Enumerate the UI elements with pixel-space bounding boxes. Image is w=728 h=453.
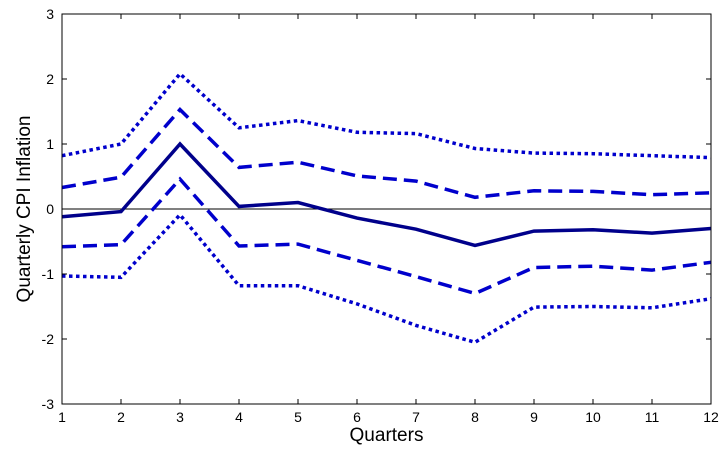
series-line-lower-inner-band (61, 176, 712, 296)
y-tick-label: -1 (42, 266, 55, 282)
series-line-median (61, 141, 712, 248)
series-layer (61, 71, 712, 345)
x-tick-label: 6 (353, 409, 361, 425)
x-tick-label: 3 (176, 409, 184, 425)
y-tick-label: 1 (46, 136, 54, 152)
x-tick-label: 4 (235, 409, 243, 425)
x-tick-label: 12 (703, 409, 719, 425)
x-tick-label: 7 (412, 409, 420, 425)
x-tick-label: 5 (294, 409, 302, 425)
y-axis-label: Quarterly CPI Inflation (14, 116, 35, 303)
x-tick-label: 2 (117, 409, 125, 425)
y-tick-label: 0 (46, 201, 54, 217)
y-tick-label: 3 (46, 6, 54, 22)
x-tick-label: 8 (471, 409, 479, 425)
series-line-upper-outer-band (61, 71, 712, 160)
x-tick-label: 1 (58, 409, 66, 425)
x-axis-label: Quarters (350, 425, 424, 446)
series-line-upper-inner-band (61, 107, 712, 200)
y-tick-label: -3 (42, 396, 55, 412)
y-tick-label: -2 (42, 331, 55, 347)
series-line-lower-outer-band (61, 212, 712, 345)
x-tick-label: 11 (645, 409, 660, 425)
x-tick-label: 9 (530, 409, 538, 425)
y-tick-label: 2 (46, 71, 54, 87)
x-tick-label: 10 (585, 409, 601, 425)
